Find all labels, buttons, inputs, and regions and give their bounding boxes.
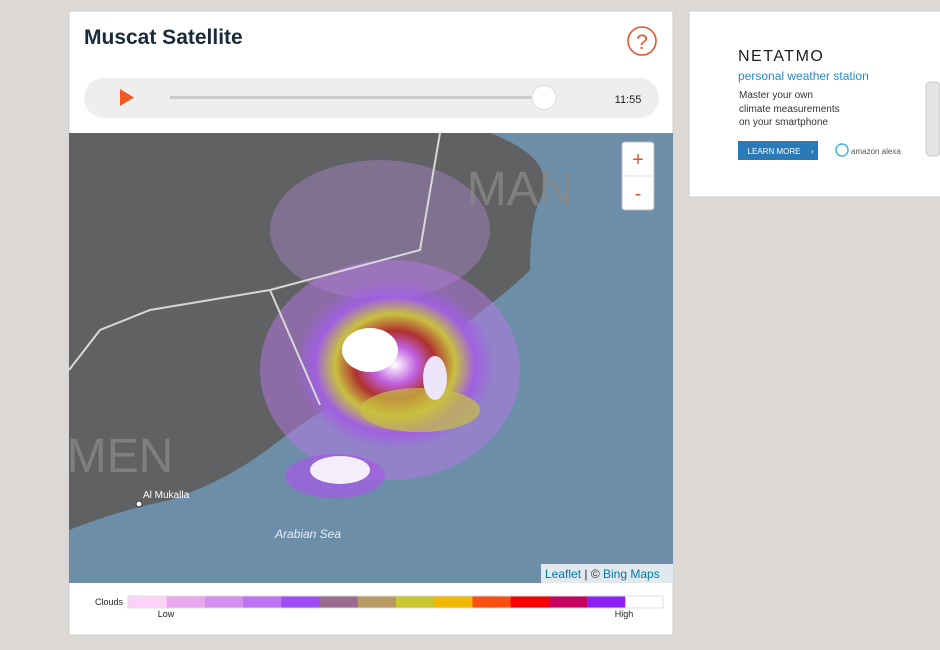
legend-swatch: [280, 596, 320, 608]
play-button[interactable]: [120, 89, 134, 106]
ad-product: [925, 81, 940, 157]
legend-swatch: [548, 596, 588, 608]
legend-swatch: [128, 596, 167, 608]
legend-swatch: [166, 596, 205, 608]
legend-swatch: [395, 596, 435, 608]
legend-label: Clouds: [95, 597, 124, 607]
ad-line: on your smartphone: [739, 117, 828, 128]
ad-button-chevron: ›: [811, 147, 814, 156]
help-button[interactable]: ?: [627, 26, 657, 56]
attribution: Leaflet | © Bing Maps: [545, 567, 660, 581]
map-label-country: MAN: [467, 163, 574, 216]
ad-button-label: LEARN MORE: [748, 147, 801, 156]
legend: Clouds Low High: [95, 595, 664, 619]
legend-swatch: [204, 596, 244, 608]
ad-line: climate measurements: [739, 104, 840, 115]
map-label-country: MEN: [67, 430, 174, 483]
legend-swatch: [357, 596, 396, 608]
legend-swatch: [471, 596, 511, 608]
widget-title: Muscat Satellite: [84, 26, 243, 49]
legend-swatch: [510, 596, 549, 608]
cloud-band: [270, 160, 490, 300]
map-label-sea: Arabian Sea: [274, 527, 341, 541]
zoom-out[interactable]: -: [635, 183, 642, 205]
time-label: 11:55: [615, 94, 642, 106]
legend-low: Low: [158, 609, 175, 619]
cloud-arm: [360, 388, 480, 432]
storm-eye: [342, 328, 398, 372]
alexa-icon: [835, 143, 849, 157]
legend-swatch: [319, 596, 358, 608]
map-label-city: Al Mukalla: [143, 490, 190, 501]
legend-high: High: [615, 609, 634, 619]
ad-tagline: personal weather station: [738, 69, 869, 83]
legend-swatch: [586, 596, 626, 608]
ad-brand: NETATMO: [738, 48, 824, 65]
ad-button[interactable]: [738, 141, 818, 160]
attribution-box: [541, 564, 673, 583]
legend-frame: [127, 595, 664, 609]
sea: [69, 133, 673, 583]
cloud-cell-top: [310, 456, 370, 484]
legend-swatch: [242, 596, 282, 608]
timeline-knob[interactable]: [531, 85, 557, 110]
attribution-link[interactable]: Bing Maps: [603, 567, 660, 581]
ad-card[interactable]: [688, 10, 940, 198]
attribution-link[interactable]: Leaflet: [545, 567, 582, 581]
border-line: [69, 133, 441, 371]
ad-partner: amazon alexa: [851, 147, 901, 156]
city-marker: [135, 500, 143, 508]
help-icon: ?: [636, 31, 648, 54]
zoom-in[interactable]: +: [632, 149, 644, 171]
ad-line: Master your own: [739, 90, 813, 101]
map[interactable]: MAN MEN Al Mukalla Arabian Sea: [67, 133, 673, 583]
legend-swatch: [624, 596, 664, 608]
border-line: [269, 289, 321, 406]
help-circle: [627, 26, 657, 56]
attribution-separator: | ©: [581, 567, 603, 581]
legend-swatch: [433, 596, 473, 608]
cloud-top: [423, 356, 447, 400]
